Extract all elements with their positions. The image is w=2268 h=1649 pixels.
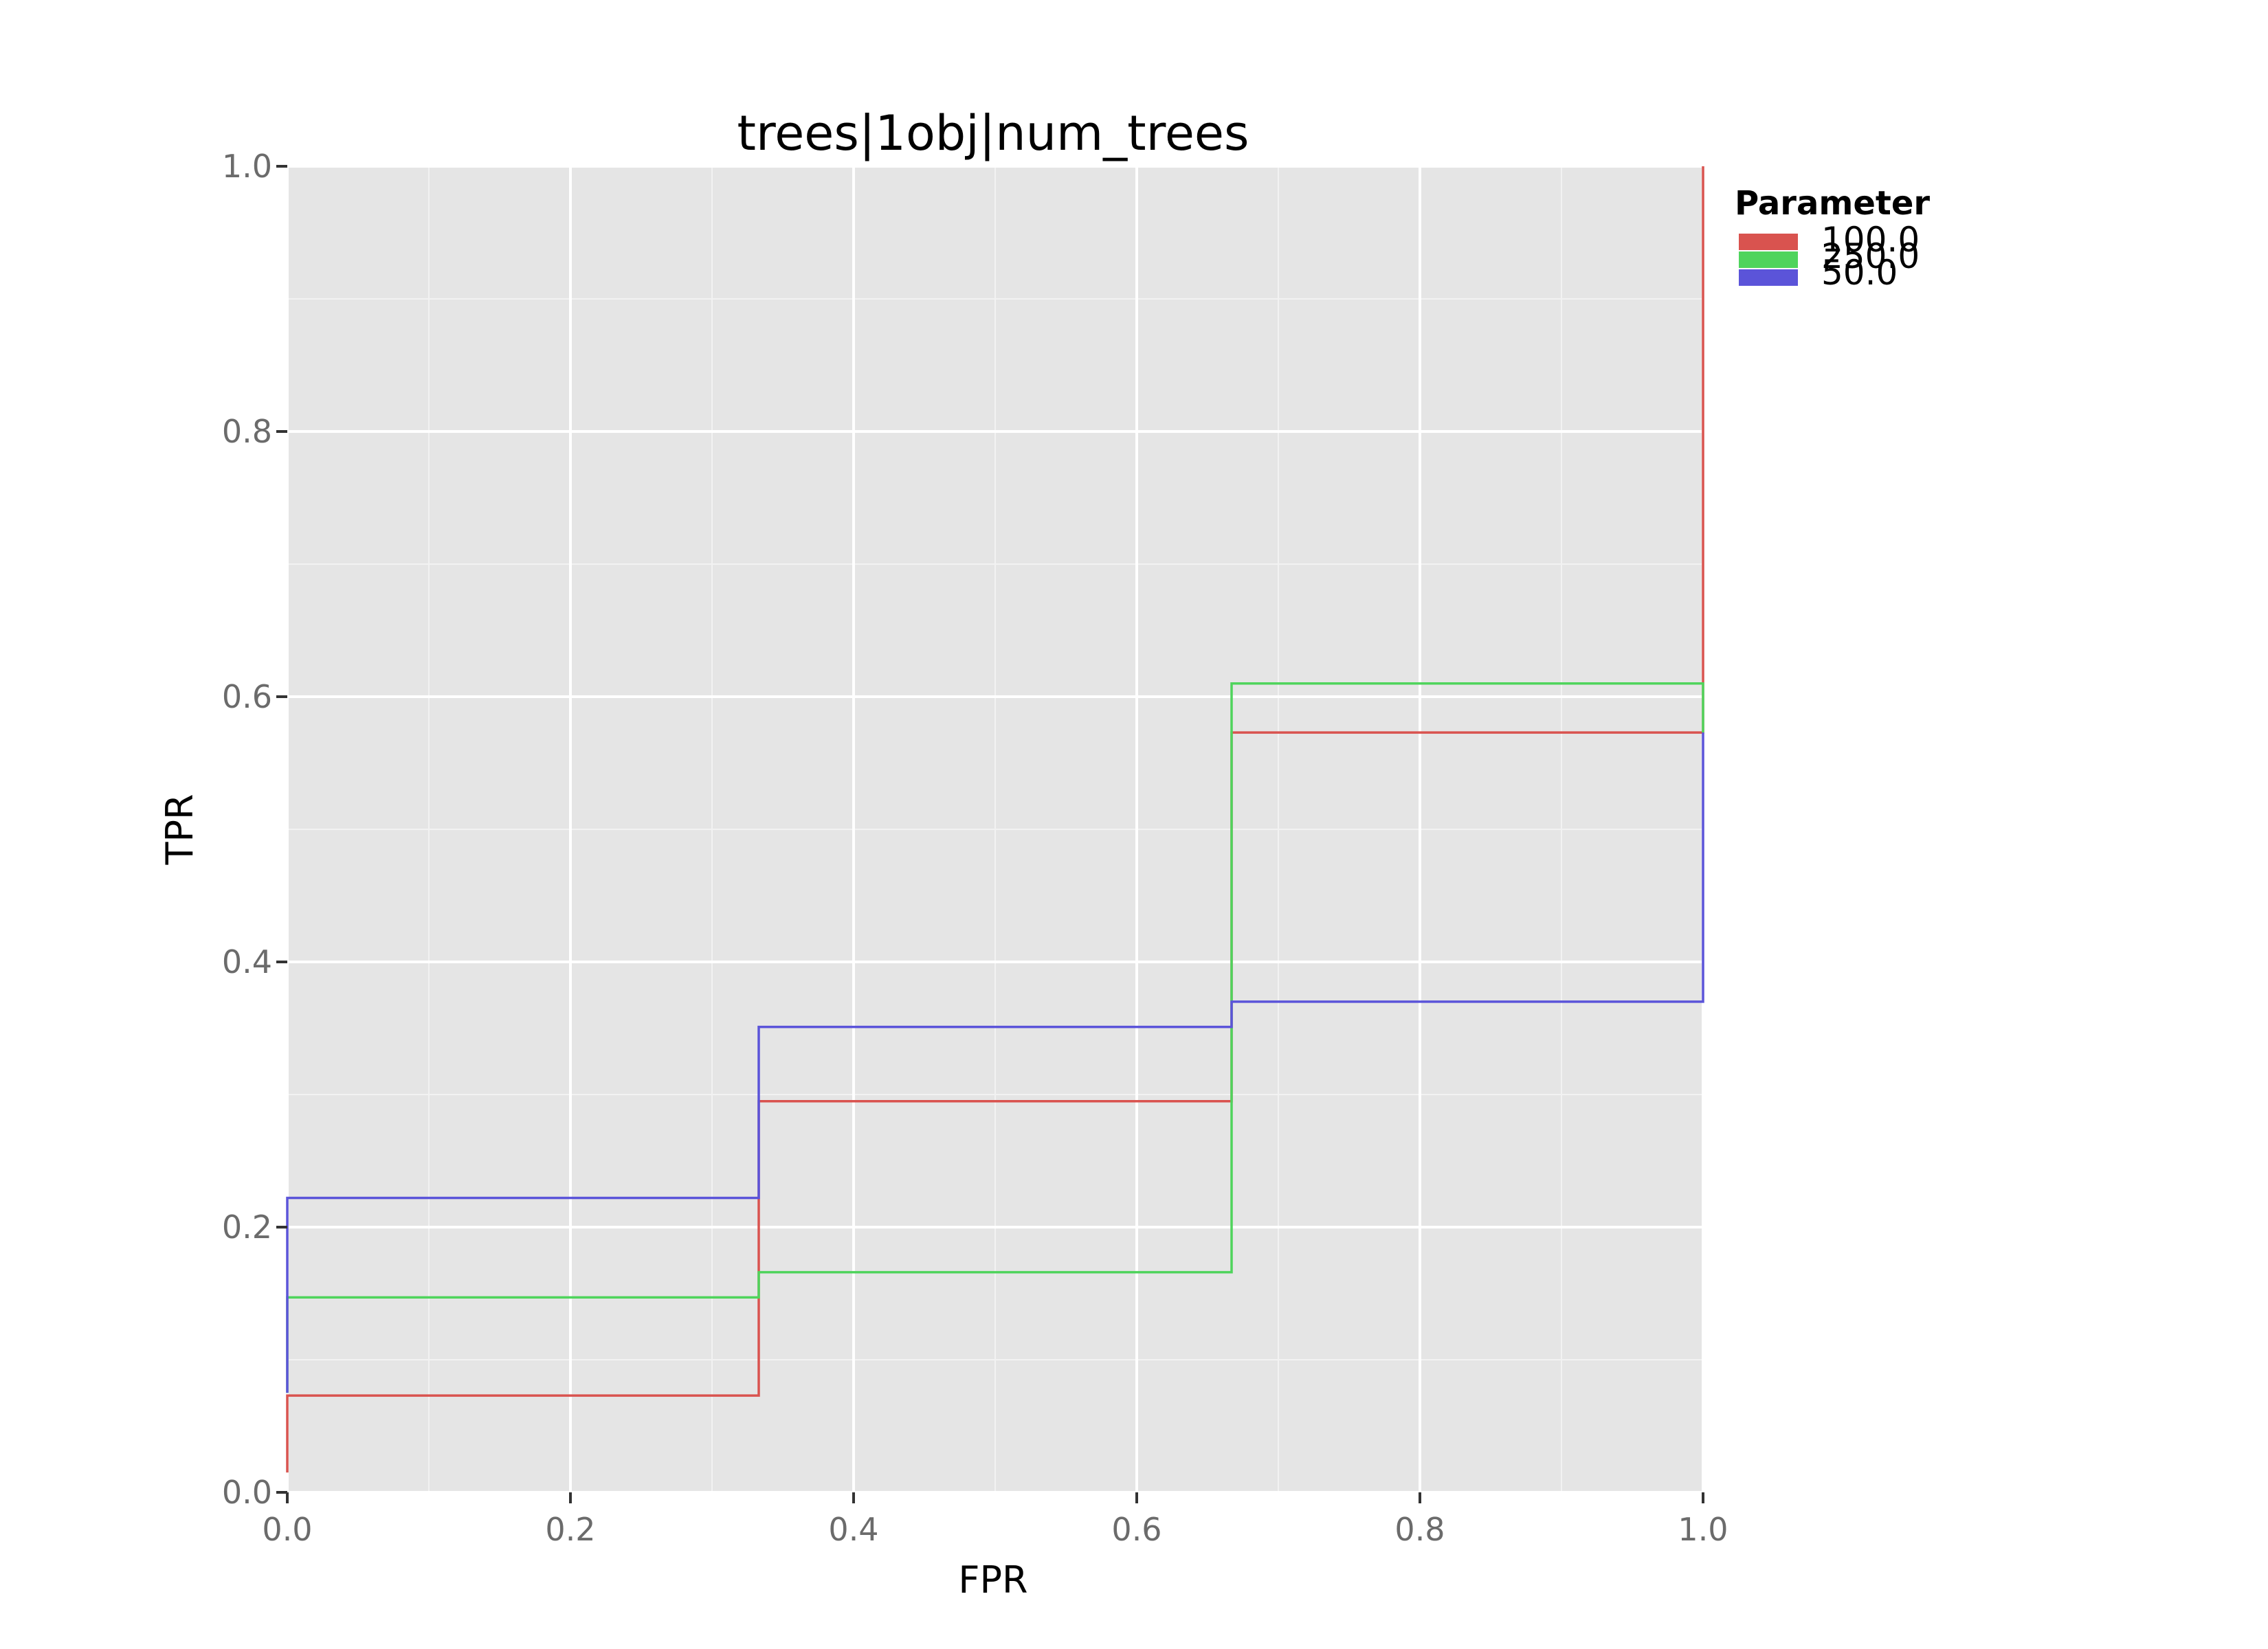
legend-swatch-250.0 — [1739, 251, 1798, 268]
x-tick-label: 1.0 — [1678, 1511, 1728, 1548]
x-tick-label: 0.6 — [1111, 1511, 1161, 1548]
x-tick-label: 0.0 — [262, 1511, 312, 1548]
legend-title: Parameter — [1735, 184, 1930, 223]
y-tick-label: 0.8 — [222, 413, 272, 450]
y-tick-label: 0.2 — [222, 1209, 272, 1246]
x-tick-label: 0.4 — [828, 1511, 878, 1548]
y-tick-label: 0.4 — [222, 943, 272, 980]
y-tick-label: 1.0 — [222, 148, 272, 185]
legend-swatch-100.0 — [1739, 234, 1798, 250]
x-tick-label: 0.2 — [545, 1511, 595, 1548]
series-line-50.0 — [286, 732, 1704, 1393]
x-axis-label: FPR — [958, 1558, 1027, 1602]
series-line-250.0 — [286, 682, 1704, 1393]
legend-swatch-50.0 — [1739, 269, 1798, 286]
series-line-100.0 — [286, 166, 1704, 1473]
series-lines — [286, 166, 1704, 1473]
y-tick-label: 0.0 — [222, 1474, 272, 1511]
chart-title: trees|1obj|num_trees — [737, 105, 1249, 161]
y-tick-label: 0.6 — [222, 678, 272, 715]
legend-label-50.0: 50.0 — [1821, 253, 1898, 293]
legend-label-250.0: 250.0 — [1821, 236, 1920, 276]
x-tick-label: 0.8 — [1394, 1511, 1445, 1548]
legend-label-100.0: 100.0 — [1821, 220, 1920, 260]
axes: 0.0 0.2 0.4 0.6 0.8 1.0 0.0 0.2 0.4 0.6 0.8 1.0 — [222, 148, 1728, 1548]
y-axis-label: TPR — [158, 794, 201, 865]
